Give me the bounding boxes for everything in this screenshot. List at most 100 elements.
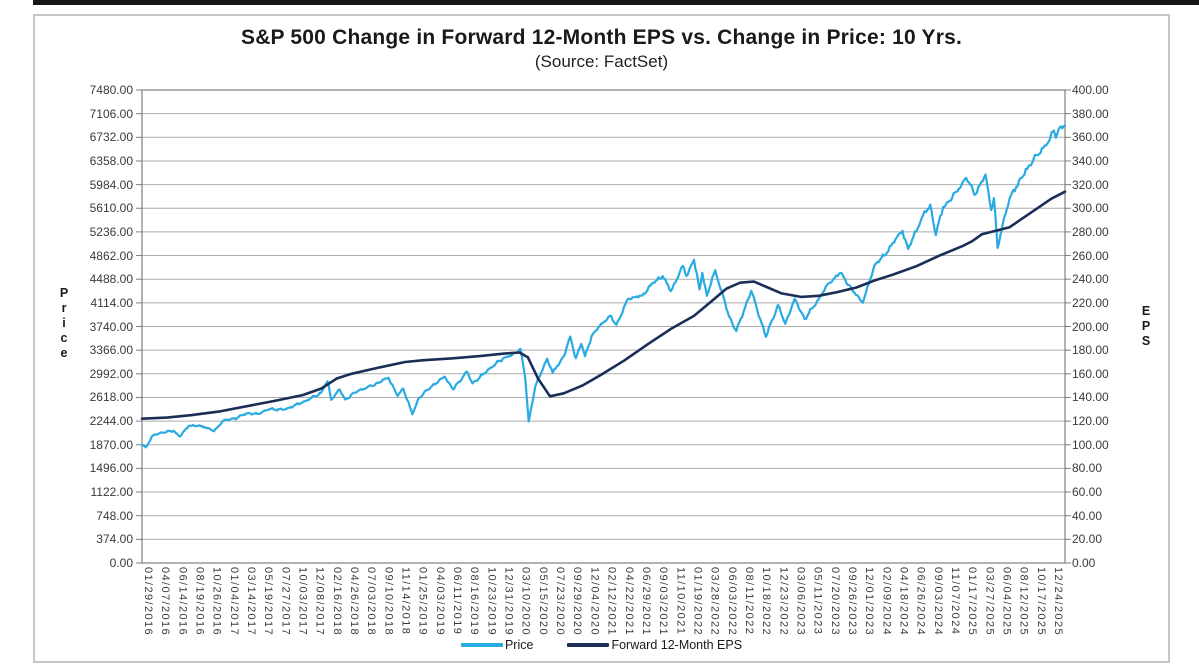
x-axis-tick-label: 10/03/2017 [296, 567, 309, 637]
price-line [140, 124, 1067, 449]
right-axis-tick-label: 60.00 [1072, 485, 1103, 500]
x-axis-tick-label: 04/07/2016 [159, 567, 172, 637]
x-axis-tick-label: 10/17/2025 [1034, 567, 1047, 637]
left-axis-tick-label: 374.00 [96, 532, 133, 547]
x-axis-tick-label: 12/04/2020 [588, 567, 601, 637]
x-axis-tick-label: 04/18/2024 [897, 567, 910, 637]
legend-item-forward-12-month-eps: Forward 12-Month EPS [567, 638, 742, 652]
x-axis-tick-label: 07/03/2018 [365, 567, 378, 637]
eps-line [140, 190, 1067, 421]
x-axis-tick-label: 05/15/2020 [536, 567, 549, 637]
left-axis-tick-label: 5984.00 [89, 177, 133, 192]
x-axis-tick-label: 06/04/2025 [1000, 567, 1013, 637]
left-axis-tick-label: 4488.00 [89, 272, 133, 287]
x-axis-tick-label: 05/11/2023 [811, 567, 824, 636]
right-axis-tick-label: 300.00 [1072, 201, 1109, 216]
x-axis-tick-label: 04/26/2018 [348, 567, 361, 637]
x-axis-tick-label: 01/19/2022 [691, 567, 704, 637]
left-axis-tick-label: 5236.00 [89, 224, 133, 239]
plot-border [141, 89, 1066, 564]
chart-title: S&P 500 Change in Forward 12-Month EPS v… [240, 26, 962, 49]
right-axis-tick-label: 0.00 [1072, 556, 1096, 570]
x-axis-tick-label: 06/26/2024 [914, 567, 927, 637]
x-axis-tick-label: 04/22/2021 [622, 567, 635, 637]
x-axis-tick-label: 01/29/2016 [142, 567, 154, 637]
x-axis-tick-label: 03/14/2017 [245, 567, 258, 637]
x-axis-tick-label: 11/07/2024 [948, 567, 961, 636]
x-axis-tick-label: 02/12/2021 [605, 567, 618, 637]
chart-container: S&P 500 Change in Forward 12-Month EPS v… [33, 14, 1170, 663]
right-axis-tick-label: 160.00 [1072, 366, 1109, 381]
right-axis-tick-label: 20.00 [1072, 532, 1103, 547]
x-axis-tick-label: 07/23/2020 [554, 567, 567, 637]
left-axis-tick-label: 1870.00 [89, 437, 133, 452]
legend-label: Price [504, 638, 534, 652]
left-axis-tick-label: 4114.00 [90, 295, 134, 310]
right-axis-tick-label: 40.00 [1072, 508, 1103, 523]
x-axis-tick-label: 06/03/2022 [725, 567, 738, 637]
legend-swatch [460, 643, 503, 647]
x-axis-tick-label: 08/19/2016 [193, 567, 206, 637]
left-axis-tick-label: 2618.00 [89, 390, 133, 405]
x-axis-tick-label: 12/31/2019 [502, 567, 515, 637]
right-axis-tick-label: 340.00 [1072, 153, 1109, 168]
right-axis-tick-label: 100.00 [1072, 437, 1109, 452]
right-axis-tick-label: 240.00 [1072, 272, 1109, 287]
x-axis-tick-label: 01/04/2017 [227, 567, 240, 637]
legend-label: Forward 12-Month EPS [611, 638, 743, 652]
x-axis-tick-label: 03/27/2025 [983, 567, 996, 637]
x-axis-tick-label: 10/23/2019 [485, 567, 498, 637]
left-axis-tick-label: 3366.00 [89, 343, 133, 358]
x-axis-tick-label: 01/25/2019 [416, 567, 429, 637]
left-axis-tick-label: 6732.00 [89, 130, 133, 145]
right-axis-tick-label: 140.00 [1072, 390, 1109, 405]
right-axis-tick-label: 180.00 [1072, 343, 1109, 358]
x-axis-tick-label: 09/10/2018 [382, 567, 395, 637]
right-axis-tick-label: 260.00 [1072, 248, 1109, 263]
chart-subtitle: (Source: FactSet) [534, 52, 669, 71]
x-axis-tick-label: 09/29/2020 [571, 567, 584, 637]
x-axis-tick-label: 08/12/2025 [1017, 567, 1030, 637]
x-axis-tick-label: 03/06/2023 [794, 567, 807, 637]
left-axis-tick-label: 0.00 [109, 556, 133, 570]
x-axis-tick-label: 02/16/2018 [330, 567, 343, 637]
left-axis-tick-label: 2992.00 [89, 366, 133, 381]
x-axis-tick-label: 05/19/2017 [262, 567, 275, 637]
x-axis-tick-label: 08/16/2019 [468, 567, 481, 637]
left-axis-tick-label: 2244.00 [89, 414, 133, 429]
x-axis-tick-label: 03/10/2020 [519, 567, 532, 637]
right-axis-tick-label: 80.00 [1072, 461, 1103, 476]
x-axis-tick-label: 08/11/2022 [742, 567, 755, 636]
x-axis-tick-label: 12/24/2025 [1052, 567, 1064, 637]
x-axis-tick-label: 12/01/2023 [863, 567, 876, 637]
x-axis-tick-label: 10/26/2016 [210, 567, 223, 637]
right-axis-tick-label: 200.00 [1072, 319, 1109, 334]
right-axis-tick-label: 400.00 [1072, 83, 1109, 97]
left-axis-tick-label: 3740.00 [89, 319, 133, 334]
left-axis-tick-label: 4862.00 [89, 248, 133, 263]
right-axis-tick-label: 120.00 [1072, 414, 1109, 429]
x-axis-tick-label: 09/03/2024 [931, 567, 944, 637]
right-axis-tick-label: 360.00 [1072, 130, 1109, 145]
left-axis-tick-label: 7480.00 [89, 83, 133, 97]
right-axis-tick-label: 220.00 [1072, 295, 1109, 310]
x-axis-tick-label: 01/17/2025 [966, 567, 979, 637]
right-axis-tick-label: 320.00 [1072, 177, 1109, 192]
right-axis-tick-label: 380.00 [1072, 106, 1109, 121]
legend-item-price: Price [460, 638, 534, 652]
x-axis-tick-label: 06/29/2021 [639, 567, 652, 637]
x-axis-tick-label: 03/28/2022 [708, 567, 721, 637]
x-axis-tick-label: 02/09/2024 [880, 567, 893, 637]
legend: Price Forward 12-Month EPS [35, 638, 1168, 652]
left-axis-tick-label: 5610.00 [89, 201, 133, 216]
x-axis-tick-label: 06/11/2019 [451, 567, 464, 636]
x-axis-tick-label: 07/20/2023 [828, 567, 841, 637]
x-axis-tick-label: 12/08/2017 [313, 567, 326, 637]
x-axis-tick-label: 12/23/2022 [777, 567, 790, 637]
plot-area [136, 89, 1071, 564]
left-axis-tick-label: 748.00 [96, 508, 133, 523]
x-axis-tick-label: 11/10/2021 [674, 567, 687, 636]
